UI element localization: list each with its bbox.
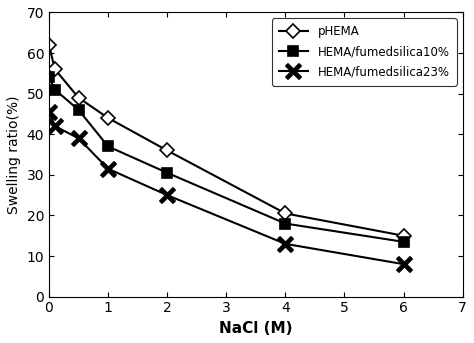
HEMA/fumedsilica10%: [52, 87, 58, 92]
pHEMA: [401, 234, 406, 238]
pHEMA: [52, 67, 58, 71]
Line: pHEMA: pHEMA: [44, 40, 409, 240]
HEMA/fumedsilica23%: [76, 136, 82, 140]
Y-axis label: Swelling ratio(%): Swelling ratio(%): [7, 95, 21, 214]
HEMA/fumedsilica23%: [52, 124, 58, 128]
Line: HEMA/fumedsilica23%: HEMA/fumedsilica23%: [41, 104, 411, 272]
HEMA/fumedsilica10%: [164, 171, 170, 175]
HEMA/fumedsilica23%: [46, 110, 52, 114]
Legend: pHEMA, HEMA/fumedsilica10%, HEMA/fumedsilica23%: pHEMA, HEMA/fumedsilica10%, HEMA/fumedsi…: [272, 18, 457, 86]
HEMA/fumedsilica23%: [401, 262, 406, 266]
pHEMA: [76, 96, 82, 100]
X-axis label: NaCl (M): NaCl (M): [219, 321, 292, 336]
pHEMA: [105, 116, 111, 120]
HEMA/fumedsilica10%: [46, 75, 52, 80]
HEMA/fumedsilica10%: [105, 144, 111, 149]
HEMA/fumedsilica10%: [283, 222, 288, 226]
HEMA/fumedsilica10%: [76, 108, 82, 112]
pHEMA: [283, 211, 288, 215]
HEMA/fumedsilica23%: [105, 167, 111, 171]
pHEMA: [164, 149, 170, 153]
HEMA/fumedsilica23%: [164, 193, 170, 197]
HEMA/fumedsilica10%: [401, 240, 406, 244]
HEMA/fumedsilica23%: [283, 242, 288, 246]
pHEMA: [46, 43, 52, 47]
Line: HEMA/fumedsilica10%: HEMA/fumedsilica10%: [44, 72, 409, 247]
